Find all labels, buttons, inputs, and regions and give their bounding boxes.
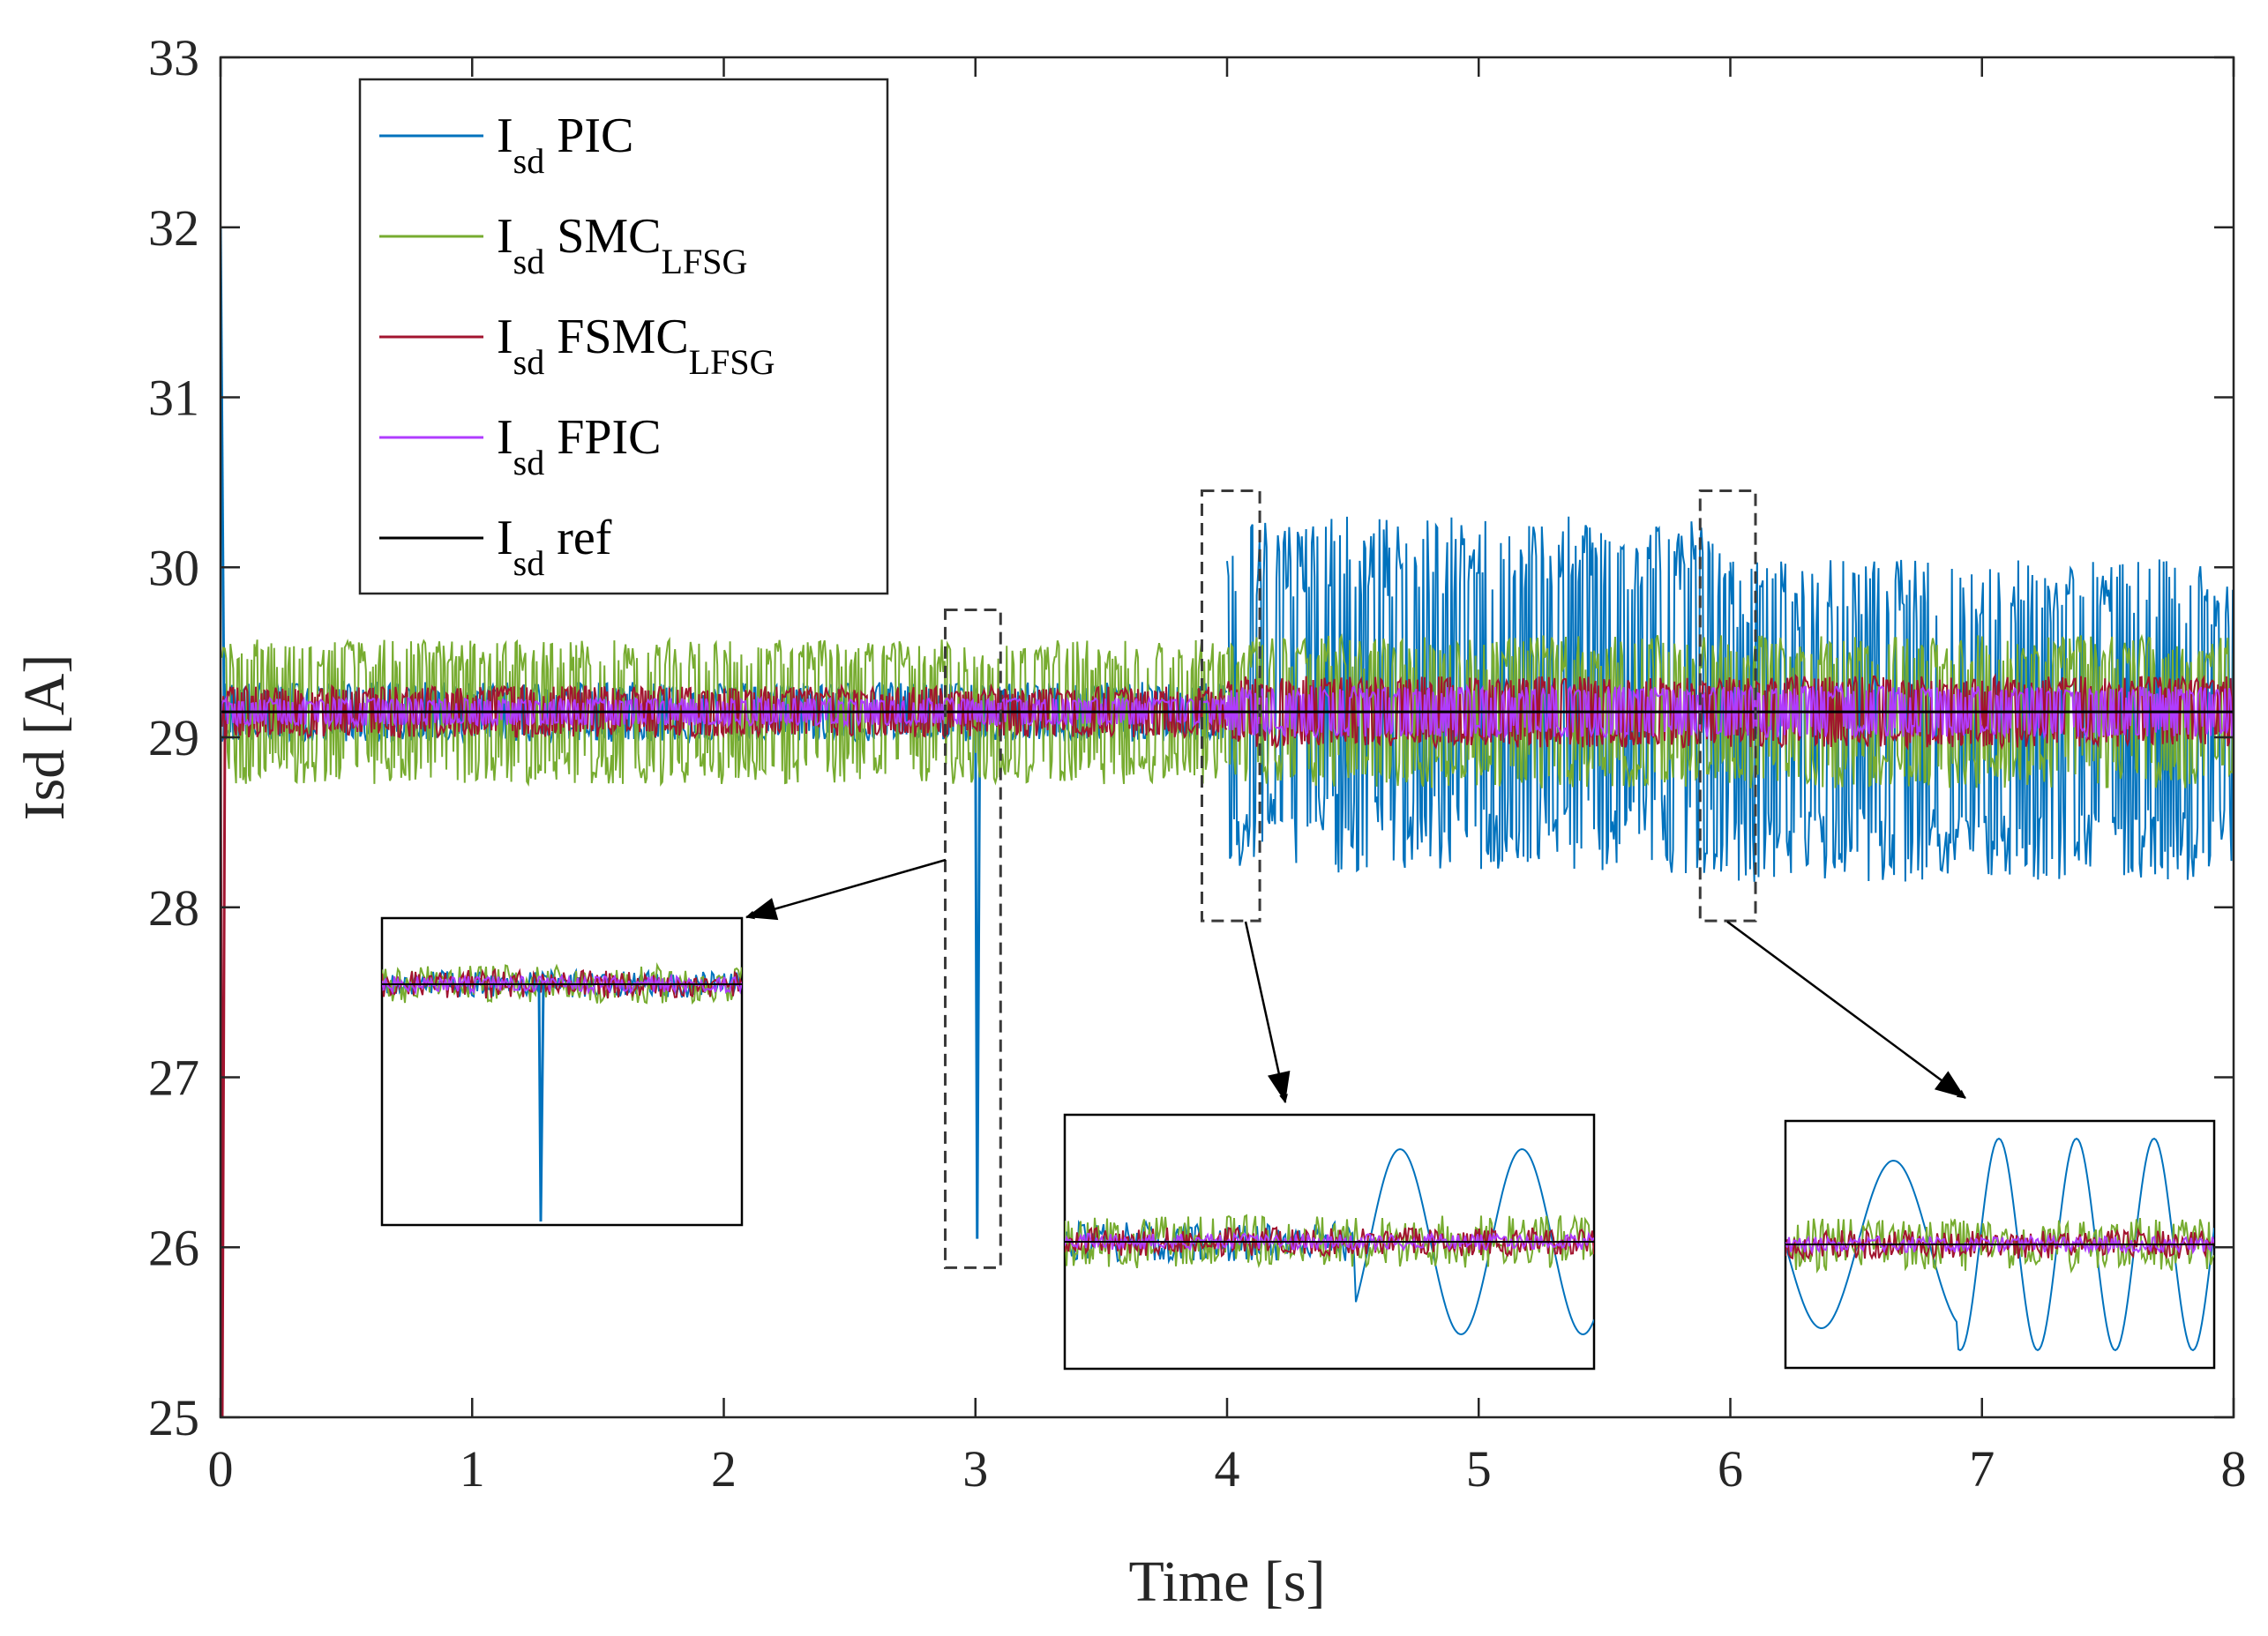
inset-trace bbox=[1065, 1214, 1594, 1269]
x-tick-label: 8 bbox=[2221, 1440, 2247, 1498]
zoom-box bbox=[1200, 489, 1261, 923]
legend-label-main: I bbox=[497, 511, 513, 565]
legend-entry: Isd PIC bbox=[379, 108, 633, 181]
zoom-inset bbox=[1063, 1113, 1596, 1371]
legend-entry: Isd SMCLFSG bbox=[379, 209, 747, 281]
legend-entry: Isd FPIC bbox=[379, 410, 662, 482]
legend-entry: Isd FSMCLFSG bbox=[379, 310, 775, 382]
y-tick-label: 26 bbox=[148, 1219, 199, 1276]
legend-label: Isd FPIC bbox=[497, 410, 662, 482]
legend-label-rest: FSMC bbox=[544, 310, 688, 364]
y-tick-label: 25 bbox=[148, 1389, 199, 1446]
x-tick-label: 6 bbox=[1718, 1440, 1743, 1498]
inset-frame bbox=[380, 916, 744, 1227]
y-axis-title: Isd [A] bbox=[12, 654, 77, 821]
zoom-arrow bbox=[1244, 921, 1288, 1103]
legend-label-main: I bbox=[497, 209, 513, 264]
y-tick-label: 27 bbox=[148, 1050, 199, 1107]
x-tick-label: 5 bbox=[1466, 1440, 1492, 1498]
y-tick-label: 31 bbox=[148, 370, 199, 427]
legend-label-main: I bbox=[497, 410, 513, 465]
zoom-inset bbox=[380, 916, 744, 1227]
series-spike bbox=[974, 720, 982, 1239]
arrow-head bbox=[1268, 1071, 1291, 1102]
inset-spike bbox=[537, 983, 545, 1222]
legend-label-sub: sd bbox=[513, 342, 545, 382]
y-tick-label: 29 bbox=[148, 709, 199, 766]
x-tick-label: 1 bbox=[460, 1440, 485, 1498]
legend-label-sub: sd bbox=[513, 543, 545, 583]
zoom-arrow bbox=[745, 858, 947, 920]
zoom-inset bbox=[1784, 1119, 2216, 1370]
inset-trace bbox=[1065, 1226, 1594, 1258]
legend-label-sub: sd bbox=[513, 141, 545, 181]
x-axis-title: Time [s] bbox=[1128, 1550, 1325, 1614]
axes: 0 1 2 3 4 5 6 7 8 25 26 27 28 29 30 31 32 33 bbox=[148, 29, 2247, 1498]
legend-entry: Isd ref bbox=[379, 511, 612, 583]
legend-label-main: I bbox=[497, 108, 513, 163]
x-tick-label: 4 bbox=[1215, 1440, 1240, 1498]
legend-label-rest-sub: LFSG bbox=[689, 342, 775, 382]
legend-label: Isd FSMCLFSG bbox=[497, 310, 775, 382]
arrow-head bbox=[746, 898, 779, 921]
legend-label-main: I bbox=[497, 310, 513, 364]
zoom-arrow bbox=[1726, 920, 1966, 1100]
arrow-head bbox=[1934, 1071, 1965, 1098]
inset-trace bbox=[382, 973, 742, 996]
legend-label-rest: FPIC bbox=[544, 410, 661, 465]
x-tick-label: 0 bbox=[208, 1440, 234, 1498]
y-tick-label: 32 bbox=[148, 199, 199, 257]
legend-label: Isd SMCLFSG bbox=[497, 209, 747, 281]
y-tick-label: 33 bbox=[148, 29, 199, 86]
zoom-box bbox=[944, 608, 1002, 1269]
legend-label: Isd ref bbox=[497, 511, 612, 583]
x-tick-label: 7 bbox=[1969, 1440, 1995, 1498]
inset-traces bbox=[1785, 1137, 2214, 1352]
inset-traces bbox=[1065, 1147, 1594, 1336]
x-tick-label: 2 bbox=[711, 1440, 737, 1498]
legend-label-sub: sd bbox=[513, 242, 545, 281]
legend-label-rest-sub: LFSG bbox=[662, 242, 748, 281]
y-tick-label: 30 bbox=[148, 539, 199, 596]
legend-label: Isd PIC bbox=[497, 108, 633, 181]
legend-label-sub: sd bbox=[513, 443, 545, 482]
zoom-insets bbox=[380, 858, 2216, 1371]
legend-label-rest: SMC bbox=[544, 209, 661, 264]
x-tick-label: 3 bbox=[962, 1440, 988, 1498]
legend-label-rest: PIC bbox=[544, 108, 633, 163]
plot-traces bbox=[221, 227, 2234, 1417]
inset-traces bbox=[382, 961, 742, 1222]
legend-label-rest: ref bbox=[544, 511, 612, 565]
y-tick-label: 28 bbox=[148, 879, 199, 937]
